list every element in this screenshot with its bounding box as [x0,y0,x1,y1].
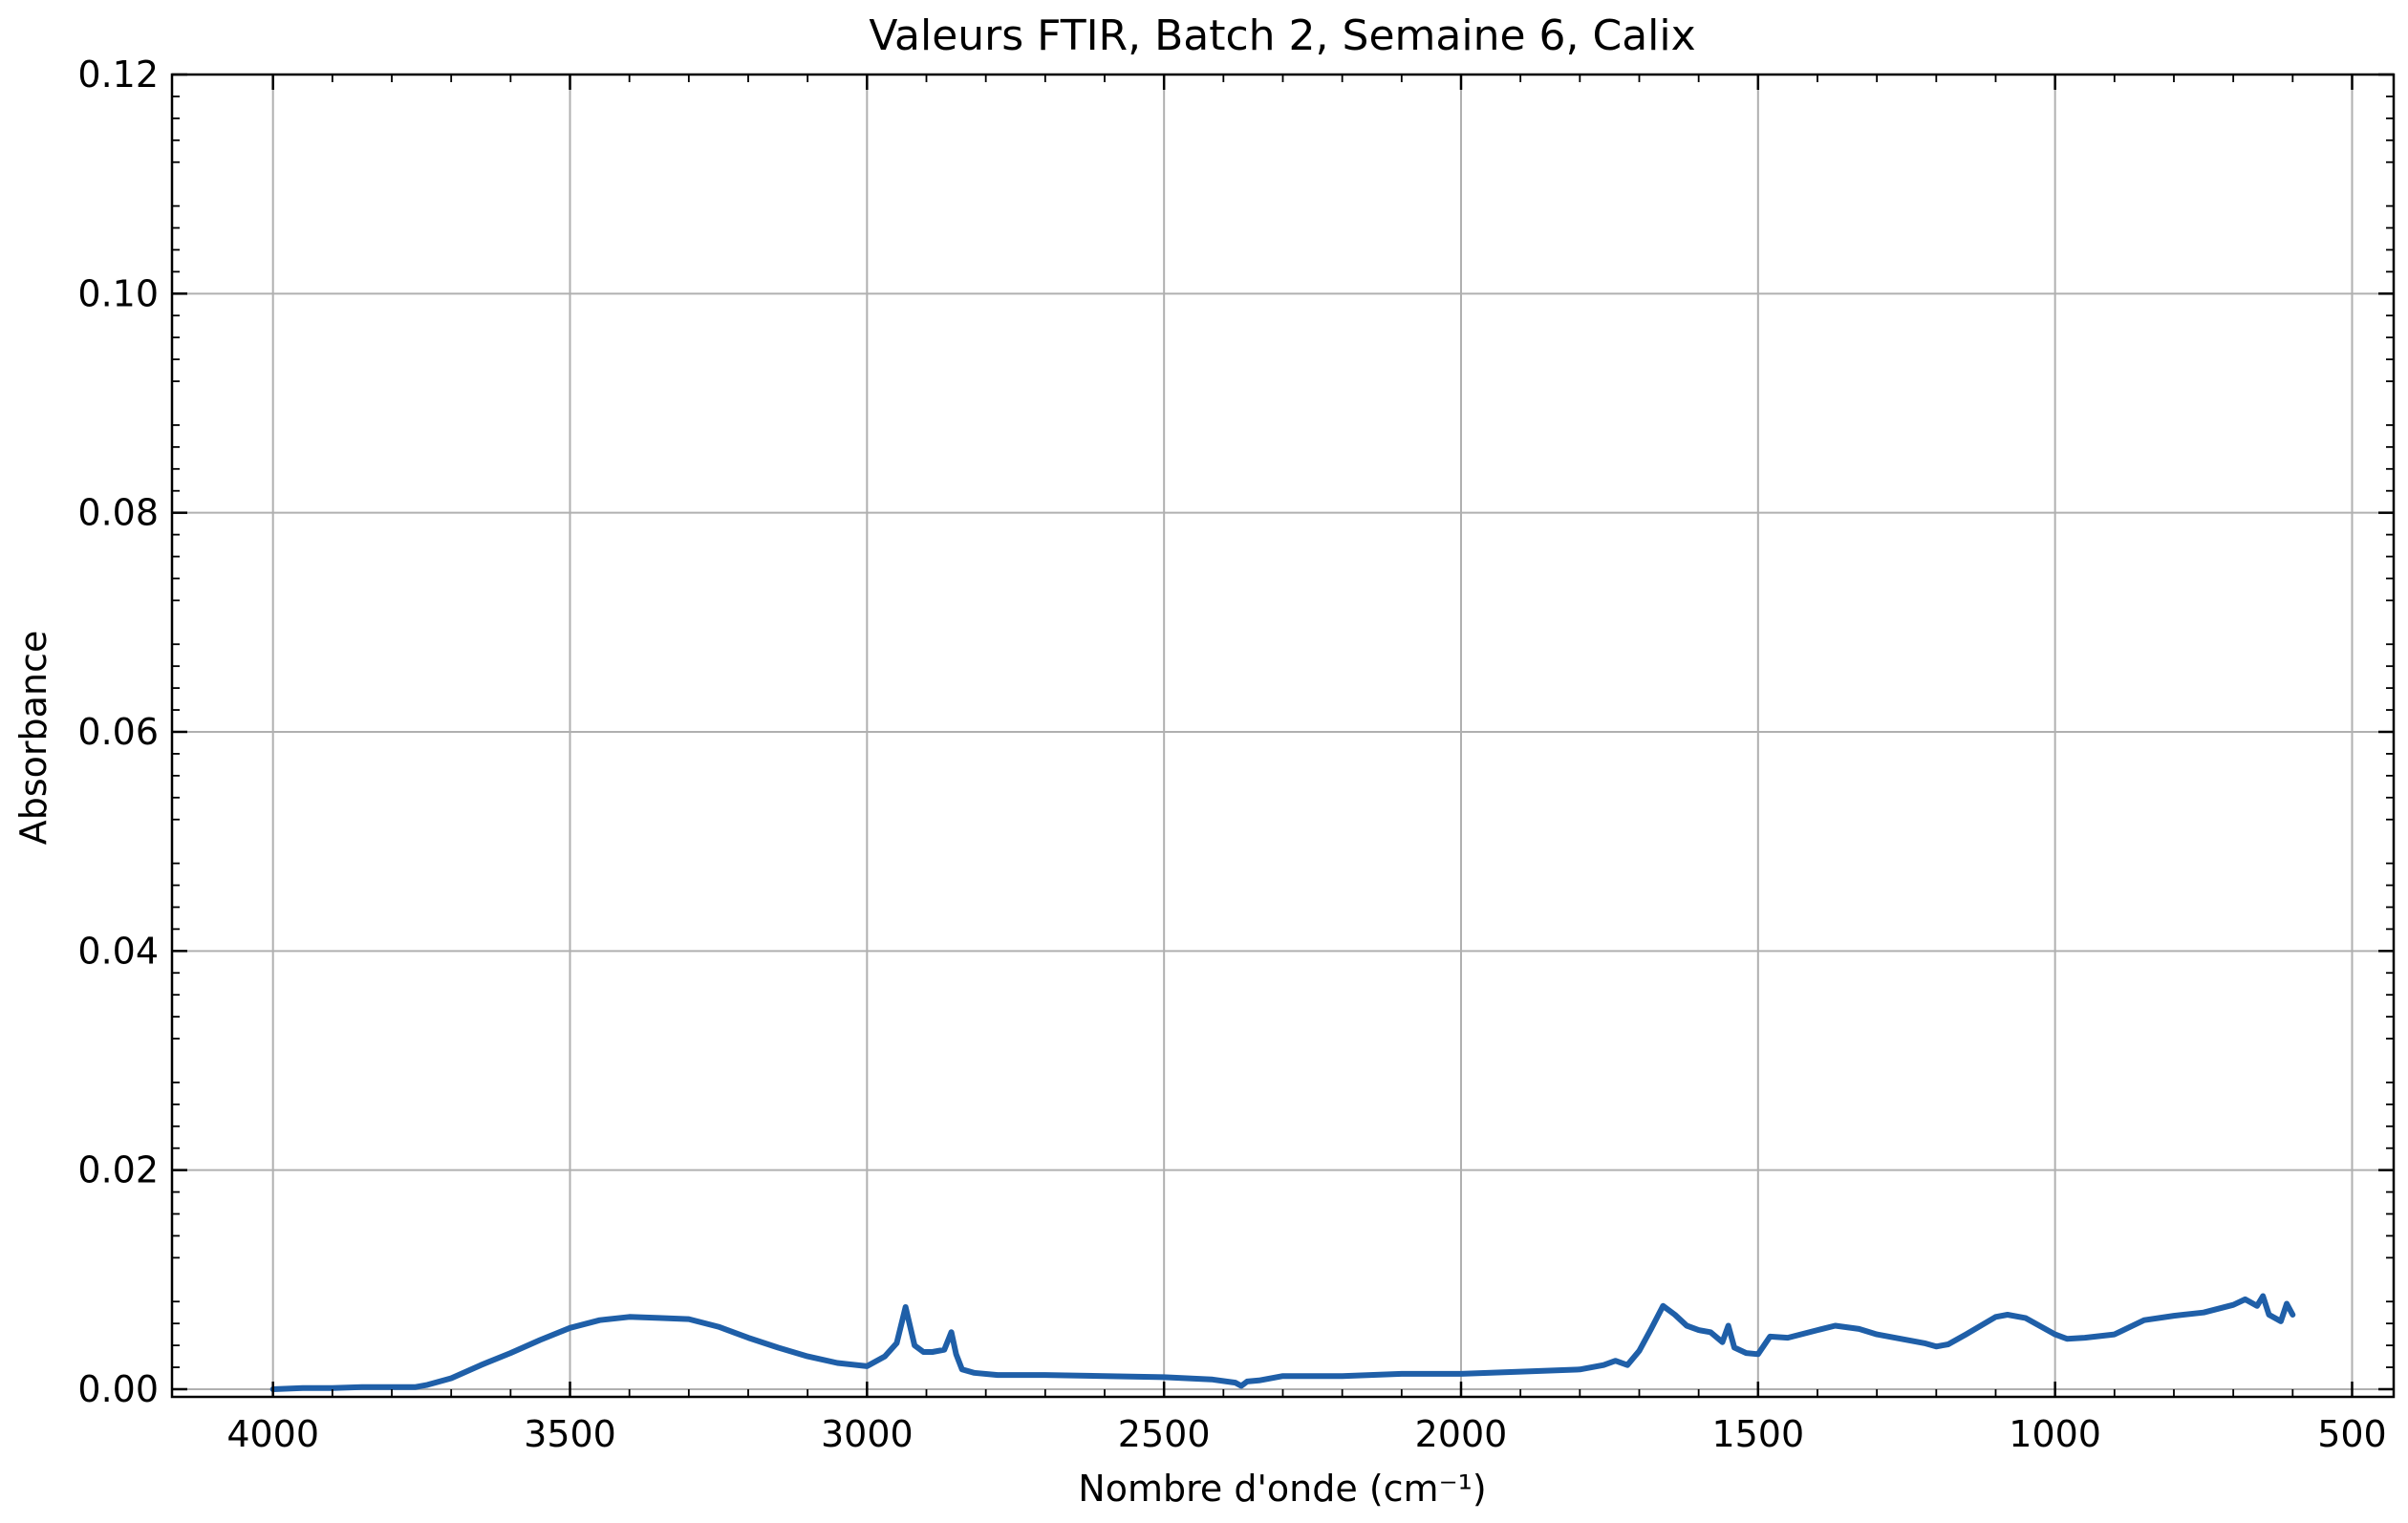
x-tick-label: 3500 [524,1413,616,1455]
x-tick-label: 4000 [226,1413,319,1455]
y-tick-label: 0.06 [77,711,159,753]
chart-title: Valeurs FTIR, Batch 2, Semaine 6, Calix [869,11,1695,60]
y-tick-label: 0.04 [77,930,159,972]
x-axis-label: Nombre d'onde (cm⁻¹) [1078,1468,1486,1510]
x-tick-labels: 4000 3500 3000 2500 2000 1500 1000 500 [226,1413,2386,1455]
y-tick-labels: 0.00 0.02 0.04 0.06 0.08 0.10 0.12 [77,54,159,1410]
y-tick-label: 0.08 [77,492,159,534]
x-tick-label: 500 [2317,1413,2387,1455]
grid-lines [172,74,2394,1397]
y-tick-label: 0.12 [77,54,159,96]
x-tick-label: 3000 [821,1413,914,1455]
x-tick-label: 2500 [1118,1413,1211,1455]
x-tick-label: 1500 [1711,1413,1804,1455]
series-group [269,1293,2296,1392]
y-tick-label: 0.02 [77,1149,159,1191]
axis-ticks [172,73,2394,1397]
y-tick-label: 0.10 [77,272,159,314]
y-tick-label: 0.00 [77,1368,159,1410]
x-tick-label: 1000 [2009,1413,2101,1455]
plot-frame [170,73,2396,1399]
x-tick-label: 2000 [1415,1413,1508,1455]
y-axis-label: Absorbance [12,631,54,846]
series-line [269,1293,2296,1392]
